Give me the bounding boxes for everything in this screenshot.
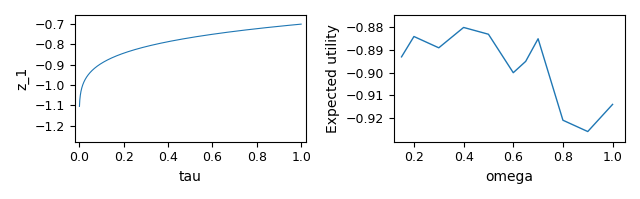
- X-axis label: omega: omega: [486, 170, 534, 184]
- X-axis label: tau: tau: [179, 170, 202, 184]
- Y-axis label: z_1: z_1: [15, 67, 29, 90]
- Y-axis label: Expected utility: Expected utility: [326, 24, 340, 133]
